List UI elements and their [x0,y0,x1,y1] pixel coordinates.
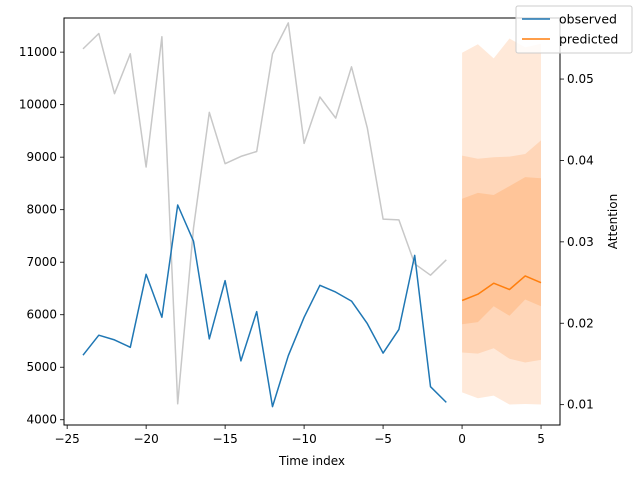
x-tick-label: −20 [133,432,158,446]
y-tick-label: 11000 [19,45,57,59]
y-tick-label: 4000 [26,413,57,427]
y-tick-label: 10000 [19,98,57,112]
x-tick-label: −5 [374,432,392,446]
x-tick-label: 5 [537,432,545,446]
y2-axis-label: Attention [606,194,620,249]
y-axis-left: 4000 5000 6000 7000 8000 9000 10000 11000 [19,45,64,427]
series-line-predicted [461,275,542,302]
x-tick-label: −15 [212,432,237,446]
y-tick-label: 6000 [26,308,57,322]
series-line-observed [82,204,447,408]
x-axis-label: Time index [278,454,345,468]
y-tick-label: 5000 [26,360,57,374]
y-tick-label: 9000 [26,150,57,164]
legend-box [515,5,633,54]
x-tick-label: −25 [54,432,79,446]
prediction-band-2 [462,177,541,325]
legend-label-observed: observed [559,12,617,27]
x-tick-label: 0 [458,432,466,446]
legend-label-predicted: predicted [559,32,618,47]
y-tick-label: 7000 [26,255,57,269]
plot-frame [63,17,561,426]
y2-tick-label: 0.02 [567,316,594,330]
x-axis: −25 −20 −15 −10 −5 0 5 [54,425,545,446]
x-tick-label: −10 [291,432,316,446]
y-axis-right: 0.01 0.02 0.03 0.04 0.05 [560,72,594,412]
y2-tick-label: 0.04 [567,153,594,167]
y2-tick-label: 0.03 [567,235,594,249]
legend: observed predicted [515,5,633,54]
y2-tick-label: 0.05 [567,72,594,86]
series-lines [82,22,542,408]
y2-tick-label: 0.01 [567,398,594,412]
y-tick-label: 8000 [26,203,57,217]
series-line-attention [82,22,447,405]
prediction-bands [462,38,541,405]
